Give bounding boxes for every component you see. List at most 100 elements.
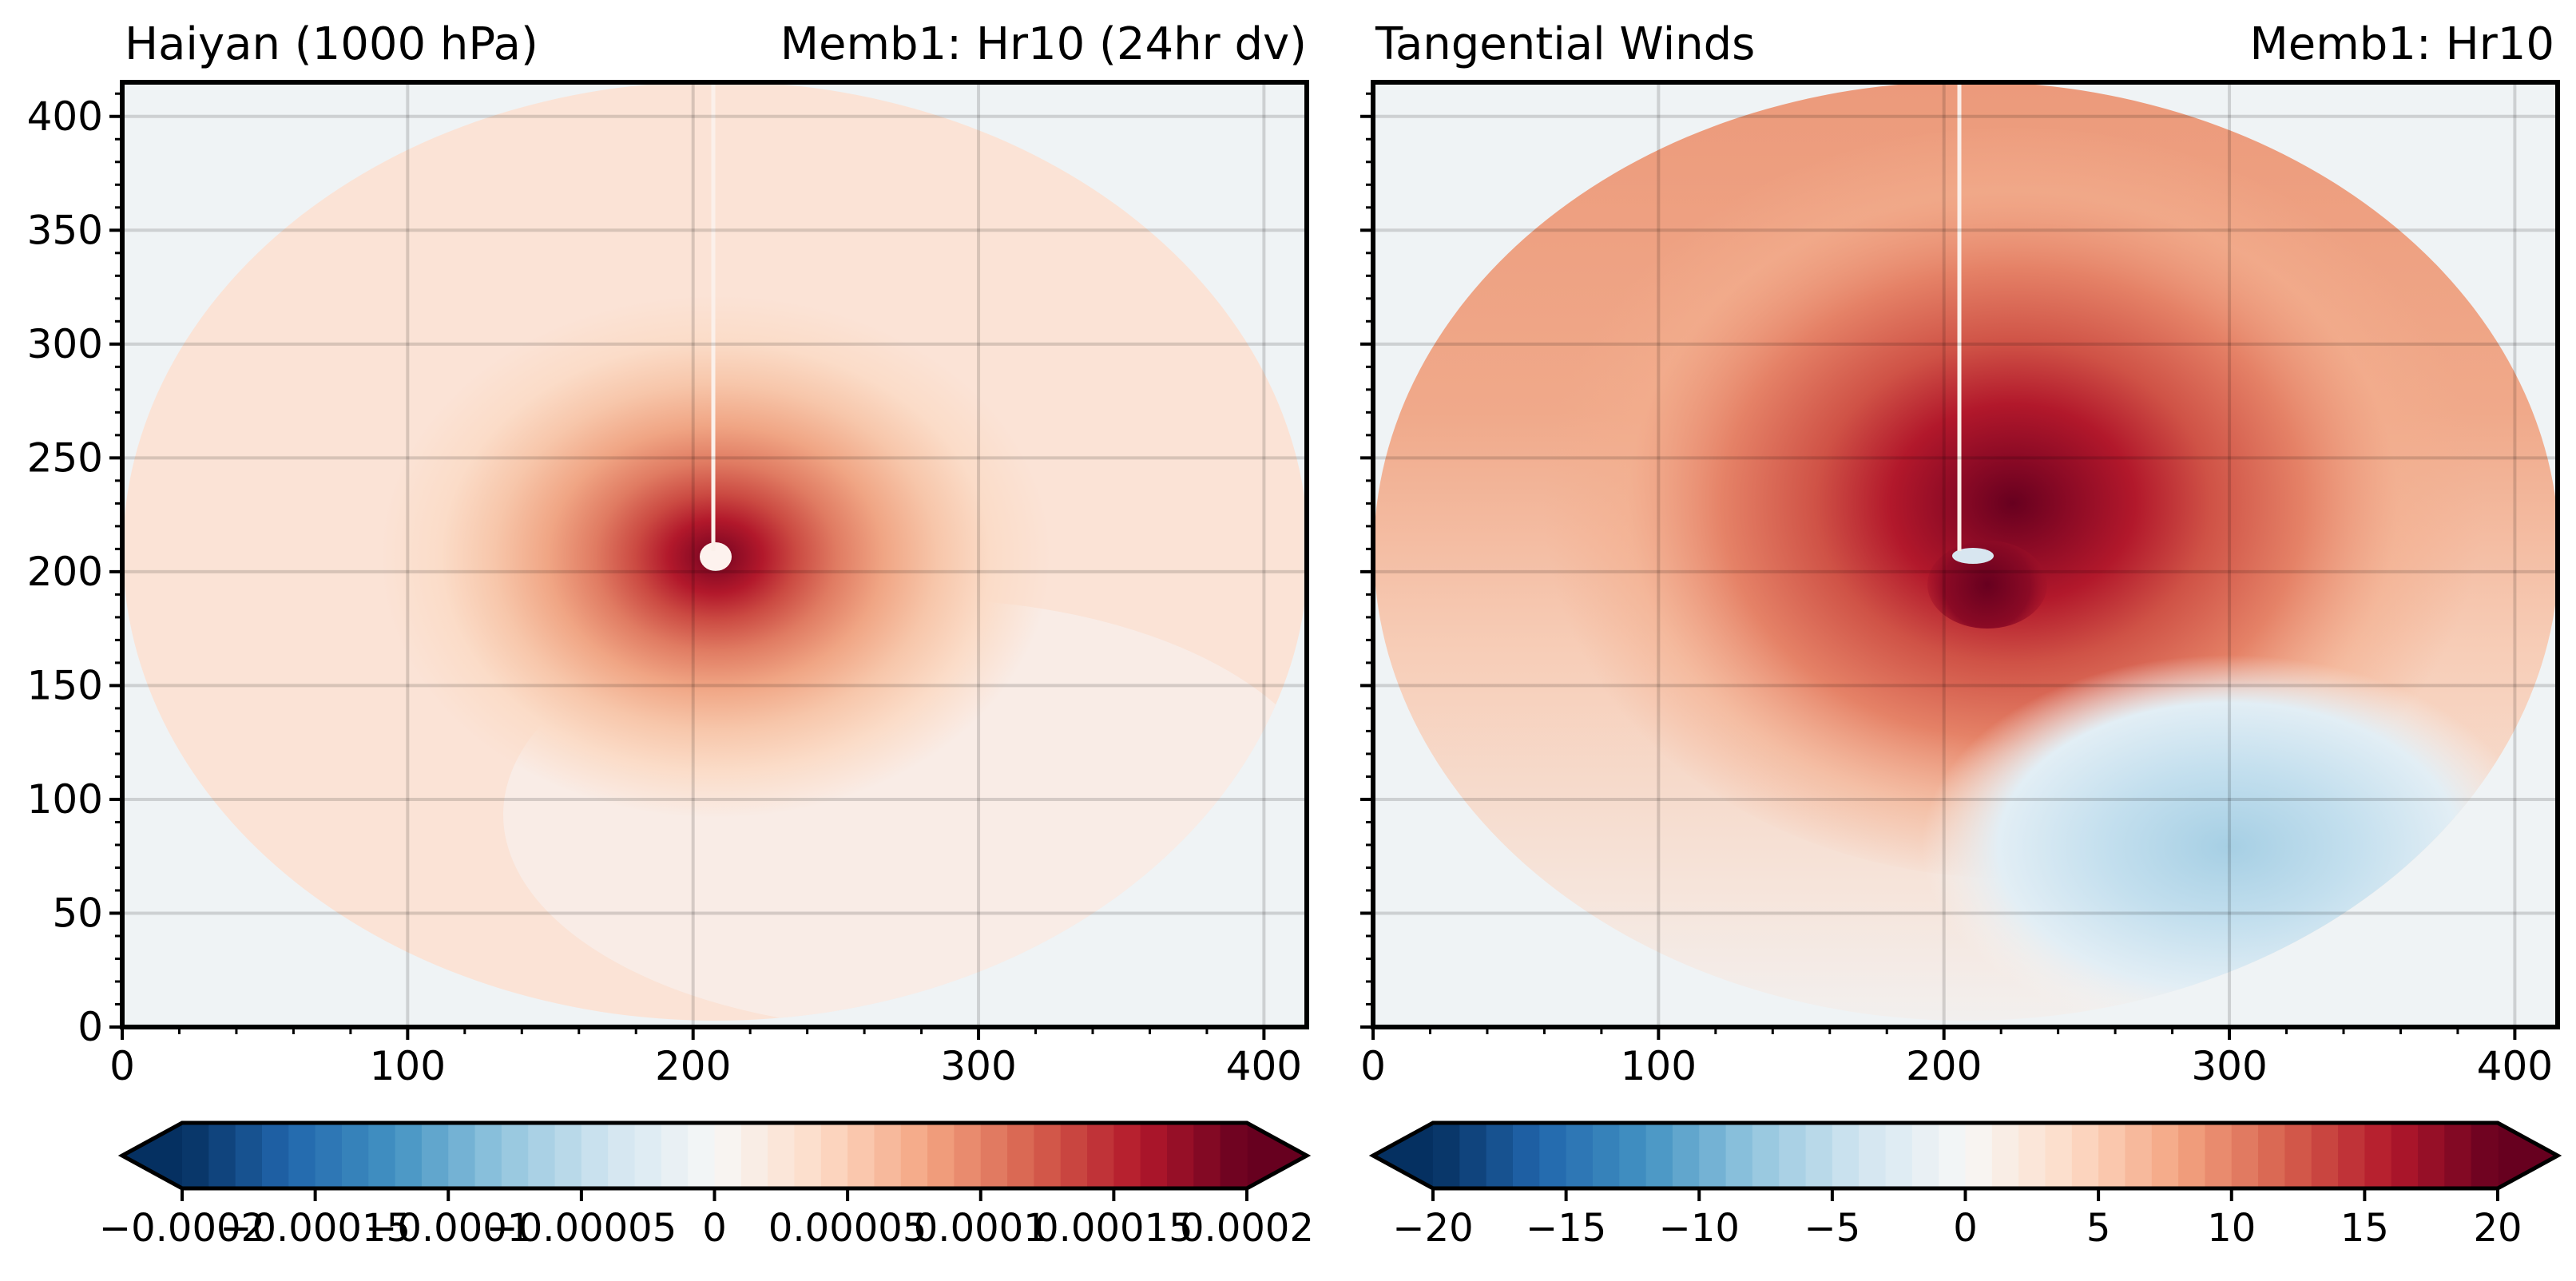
panel-2: 0 100 200 300 400 Tangential Winds Memb1: Hr…: [1360, 18, 2560, 1089]
colorbar-level: [1592, 1123, 1621, 1188]
colorbar-level: [448, 1123, 476, 1188]
colorbar-1: −0.0002−0.00015−0.0001−0.00005 0 0.000050.…: [99, 1120, 1314, 1251]
colorbar-level: [1619, 1123, 1647, 1188]
colorbar-tick-label: −5: [1804, 1206, 1860, 1251]
colorbar-level: [1512, 1123, 1541, 1188]
colorbar-level: [1140, 1123, 1168, 1188]
colorbar-level: [2018, 1123, 2046, 1188]
colorbar-level: [820, 1123, 848, 1188]
colorbar-level: [208, 1123, 236, 1188]
colorbar-tick-label: −0.00005: [486, 1206, 677, 1251]
x-tick-label: 300: [2191, 1043, 2267, 1089]
colorbar-level: [2045, 1123, 2073, 1188]
colorbar-level: [501, 1123, 530, 1188]
colorbar-level: [1060, 1123, 1088, 1188]
x-tick-label: 0: [1360, 1043, 1386, 1089]
colorbar-level: [368, 1123, 396, 1188]
colorbar-level: [1991, 1123, 2019, 1188]
y-tick-label: 50: [52, 890, 103, 936]
colorbar-level: [1645, 1123, 1673, 1188]
panel-2-axis-ticks: 0 100 200 300 400: [1360, 92, 2553, 1089]
colorbar-tick-label: −10: [1659, 1206, 1740, 1251]
colorbar-tick-label: 0.0002: [1180, 1206, 1314, 1251]
y-tick-label: 0: [77, 1004, 103, 1050]
colorbar-level: [1885, 1123, 1913, 1188]
y-tick-label: 350: [27, 207, 103, 253]
colorbar-tick-label: 10: [2207, 1206, 2256, 1251]
colorbar-tick-label: 0: [702, 1206, 727, 1251]
colorbar-level: [2444, 1123, 2472, 1188]
colorbar-level: [1007, 1123, 1035, 1188]
colorbar-extend-max: [2498, 1123, 2558, 1188]
colorbar-tick-label: 0.0001: [914, 1206, 1048, 1251]
colorbar-level: [608, 1123, 636, 1188]
colorbar-tick-label: −15: [1526, 1206, 1606, 1251]
y-tick-label: 200: [27, 549, 103, 595]
colorbar-level: [1459, 1123, 1487, 1188]
colorbar-level: [794, 1123, 822, 1188]
colorbar-tick-label: 0.00005: [768, 1206, 927, 1251]
colorbar-level: [2284, 1123, 2312, 1188]
panel-1-title-right: Memb1: Hr10 (24hr dv): [780, 18, 1307, 70]
colorbar-level: [315, 1123, 343, 1188]
colorbar-extend-min: [1373, 1123, 1433, 1188]
colorbar-level: [2098, 1123, 2126, 1188]
x-tick-label: 400: [2477, 1043, 2553, 1089]
colorbar-level: [2178, 1123, 2206, 1188]
colorbar-level: [1087, 1123, 1115, 1188]
x-tick-label: 100: [1621, 1043, 1697, 1089]
colorbar-level: [1167, 1123, 1195, 1188]
colorbar-level: [1220, 1123, 1248, 1188]
colorbar-tick-label: −20: [1392, 1206, 1473, 1251]
colorbar-level: [874, 1123, 902, 1188]
colorbar-level: [2071, 1123, 2099, 1188]
colorbar-level: [554, 1123, 582, 1188]
colorbar-level: [1193, 1123, 1221, 1188]
colorbar-level: [1832, 1123, 1860, 1188]
colorbar-level: [528, 1123, 556, 1188]
colorbar-level: [688, 1123, 716, 1188]
panel-1-eye: [700, 542, 732, 571]
panel-2-eyewall: [1927, 541, 2047, 629]
colorbar-tick-label: 5: [2086, 1206, 2111, 1251]
colorbar-level: [2311, 1123, 2339, 1188]
colorbar-tick-label: 15: [2340, 1206, 2389, 1251]
panel-1-frame: [120, 80, 1309, 1029]
colorbar-2: −20 −15 −10 −5 0 5 10 15 20: [1368, 1120, 2562, 1251]
colorbar-level: [2364, 1123, 2392, 1188]
colorbar-level: [1965, 1123, 1993, 1188]
colorbar-level: [474, 1123, 502, 1188]
colorbar-level: [1566, 1123, 1594, 1188]
colorbar-level: [1113, 1123, 1141, 1188]
colorbar-level: [421, 1123, 450, 1188]
colorbar-level: [1779, 1123, 1807, 1188]
colorbar-level: [182, 1123, 210, 1188]
colorbar-level: [980, 1123, 1008, 1188]
colorbar-level: [661, 1123, 689, 1188]
x-tick-label: 300: [940, 1043, 1016, 1089]
colorbar-level: [927, 1123, 955, 1188]
colorbar-level: [2391, 1123, 2419, 1188]
x-tick-label: 200: [655, 1043, 731, 1089]
colorbar-level: [954, 1123, 982, 1188]
colorbar-level: [1805, 1123, 1833, 1188]
colorbar-level: [2338, 1123, 2366, 1188]
colorbar-extend-max: [1247, 1123, 1307, 1188]
colorbar-level: [1939, 1123, 1967, 1188]
colorbar-level: [2258, 1123, 2286, 1188]
colorbar-level: [2205, 1123, 2233, 1188]
colorbar-level: [1911, 1123, 1939, 1188]
colorbar-level: [341, 1123, 370, 1188]
colorbar-level: [2151, 1123, 2179, 1188]
colorbar-level: [634, 1123, 662, 1188]
colorbar-tick-label: 0: [1953, 1206, 1978, 1251]
colorbar-level: [714, 1123, 742, 1188]
x-tick-label: 0: [109, 1043, 135, 1089]
colorbar-level: [1539, 1123, 1567, 1188]
colorbar-tick-label: −0.00015: [220, 1206, 411, 1251]
colorbar-level: [1672, 1123, 1701, 1188]
colorbar-level: [2125, 1123, 2153, 1188]
panel-2-eye: [1952, 548, 1994, 564]
colorbar-tick-label: 0.00015: [1034, 1206, 1193, 1251]
